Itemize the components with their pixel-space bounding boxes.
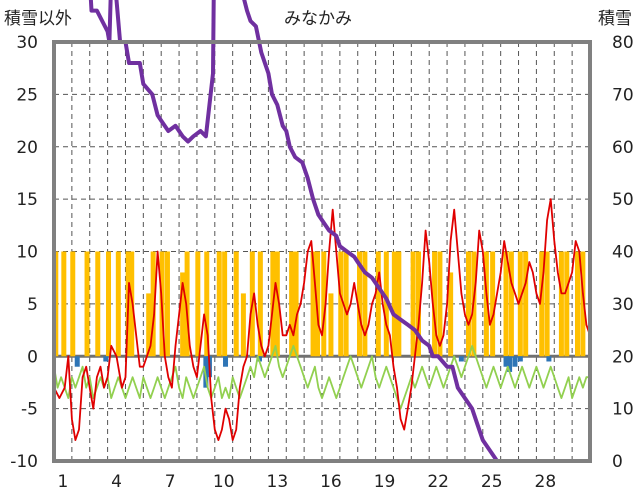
precip-bar bbox=[240, 293, 246, 357]
right-tick-label: 0 bbox=[612, 452, 623, 472]
precip-bar bbox=[61, 251, 67, 357]
right-tick-label: 40 bbox=[612, 243, 634, 263]
right-tick-label: 80 bbox=[612, 33, 634, 53]
left-tick-label: -10 bbox=[10, 452, 38, 472]
precip-bar bbox=[289, 251, 295, 357]
precip-bar bbox=[357, 251, 363, 357]
left-tick-label: 20 bbox=[16, 138, 38, 158]
sunshine-bar bbox=[458, 356, 464, 362]
precip-bar bbox=[338, 251, 344, 357]
precip-bar bbox=[195, 251, 201, 357]
precip-bar bbox=[180, 272, 186, 357]
right-tick-label: 20 bbox=[612, 347, 634, 367]
precip-bar bbox=[483, 251, 489, 357]
precip-bar bbox=[321, 251, 327, 357]
right-tick-label: 50 bbox=[612, 190, 634, 210]
left-tick-label: 15 bbox=[16, 190, 38, 210]
precip-bar bbox=[343, 251, 349, 357]
sunshine-bar bbox=[517, 356, 523, 362]
x-tick-label: 4 bbox=[111, 472, 122, 492]
x-tick-label: 25 bbox=[481, 472, 503, 492]
x-tick-label: 7 bbox=[165, 472, 176, 492]
precip-bar bbox=[415, 251, 421, 357]
sunshine-bar bbox=[546, 356, 552, 362]
precip-bar bbox=[437, 251, 443, 357]
precip-bar bbox=[490, 251, 496, 357]
precip-bar bbox=[362, 251, 368, 357]
precip-bar bbox=[222, 251, 228, 357]
precip-bar bbox=[564, 251, 570, 357]
precip-bar bbox=[523, 251, 529, 357]
snow-depth-line bbox=[88, 0, 592, 463]
left-tick-label: 10 bbox=[16, 243, 38, 263]
right-tick-label: 10 bbox=[612, 400, 634, 420]
x-tick-label: 19 bbox=[374, 472, 396, 492]
left-tick-label: 5 bbox=[27, 295, 38, 315]
precip-bar bbox=[233, 251, 239, 357]
precip-bar bbox=[375, 251, 381, 357]
right-tick-label: 70 bbox=[612, 85, 634, 105]
precip-bar bbox=[466, 251, 472, 357]
sunshine-bar bbox=[74, 356, 80, 367]
x-tick-label: 10 bbox=[213, 472, 235, 492]
precip-bar bbox=[517, 251, 523, 357]
precip-bar bbox=[84, 251, 90, 357]
precip-bar bbox=[328, 293, 334, 357]
precip-bar bbox=[544, 251, 550, 357]
precip-bar bbox=[508, 251, 514, 357]
x-tick-label: 16 bbox=[320, 472, 342, 492]
max-temp-line bbox=[53, 198, 591, 441]
left-tick-label: 0 bbox=[27, 347, 38, 367]
precip-bar bbox=[432, 251, 438, 357]
x-tick-label: 28 bbox=[535, 472, 557, 492]
precip-bar bbox=[204, 251, 210, 357]
x-tick-label: 13 bbox=[267, 472, 289, 492]
precip-bar bbox=[95, 251, 101, 357]
precip-bar bbox=[383, 251, 389, 357]
sunshine-bar bbox=[512, 356, 518, 367]
precip-bar bbox=[70, 251, 76, 357]
left-tick-label: 25 bbox=[16, 85, 38, 105]
precip-bar bbox=[539, 251, 545, 357]
line-series bbox=[53, 0, 592, 463]
left-tick-label: -5 bbox=[21, 400, 38, 420]
right-axis-label: 積雪 bbox=[598, 9, 632, 29]
precip-bar bbox=[558, 251, 564, 357]
precip-bar bbox=[274, 251, 280, 357]
precip-bar bbox=[391, 251, 397, 357]
precip-bar bbox=[293, 251, 299, 357]
x-tick-label: 22 bbox=[427, 472, 449, 492]
precip-bar bbox=[184, 251, 190, 357]
sunshine-bar bbox=[507, 356, 513, 372]
precip-bar bbox=[164, 251, 170, 357]
min-temp-line bbox=[53, 344, 590, 410]
precip-bar bbox=[396, 251, 402, 357]
precip-bar bbox=[257, 251, 263, 357]
precip-bar bbox=[310, 251, 316, 357]
left-tick-label: 30 bbox=[16, 33, 38, 53]
sunshine-bar bbox=[103, 356, 109, 362]
right-tick-label: 60 bbox=[612, 138, 634, 158]
sunshine-bar bbox=[503, 356, 509, 367]
bar-series bbox=[53, 251, 586, 388]
precip-bar bbox=[105, 251, 111, 357]
left-axis-label: 積雪以外 bbox=[4, 9, 72, 29]
chart-title: みなかみ bbox=[284, 9, 352, 29]
x-tick-label: 1 bbox=[58, 472, 69, 492]
sunshine-bar bbox=[223, 356, 229, 367]
precip-bar bbox=[448, 272, 454, 357]
right-tick-label: 30 bbox=[612, 295, 634, 315]
precip-bar bbox=[146, 293, 152, 357]
precip-bar bbox=[150, 251, 156, 357]
plot-frame bbox=[52, 40, 592, 463]
precip-bar bbox=[580, 251, 586, 357]
precip-bar bbox=[216, 251, 222, 357]
precip-bar bbox=[574, 251, 580, 357]
precip-bar bbox=[115, 251, 121, 357]
precip-bar bbox=[503, 251, 509, 357]
precip-bar bbox=[410, 251, 416, 357]
